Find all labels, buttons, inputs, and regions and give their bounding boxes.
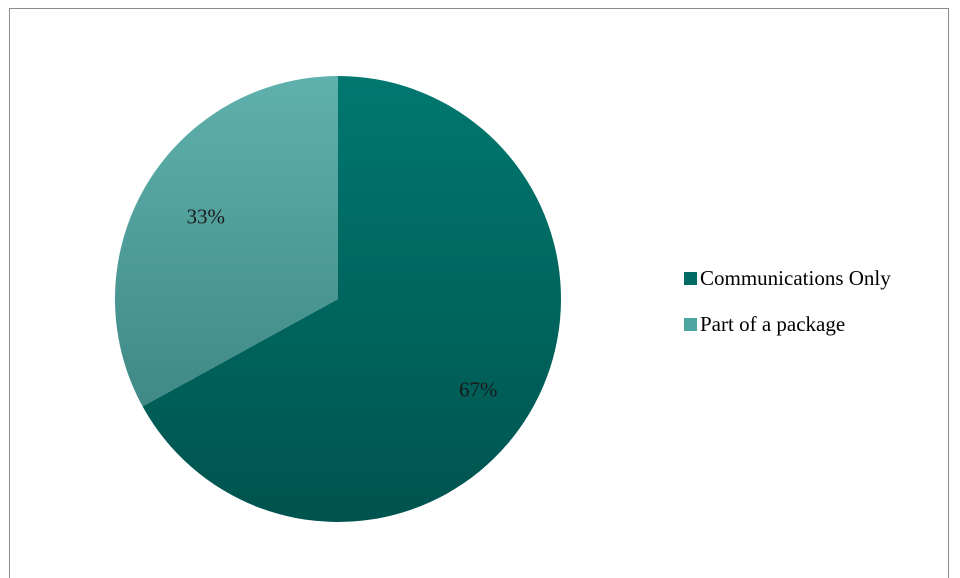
legend-swatch-communications-only: [684, 271, 697, 285]
pie-data-label-part-of-a-package: 33%: [187, 204, 226, 228]
pie-slice-communications-only: [142, 76, 561, 522]
legend-swatch-part-of-a-package: [684, 317, 697, 331]
legend-label-communications-only: Communications Only: [700, 265, 891, 290]
legend-label-part-of-a-package: Part of a package: [700, 311, 846, 336]
pie-data-labels: 67% 33%: [187, 204, 498, 401]
legend-item-part-of-a-package: Part of a package: [684, 309, 891, 339]
pie-slices: [114, 76, 561, 522]
legend: Communications Only Part of a package: [684, 263, 891, 355]
pie-data-label-communications-only: 67%: [459, 378, 498, 402]
pie-slice-part-of-a-package: [114, 76, 339, 407]
legend-item-communications-only: Communications Only: [684, 263, 891, 293]
